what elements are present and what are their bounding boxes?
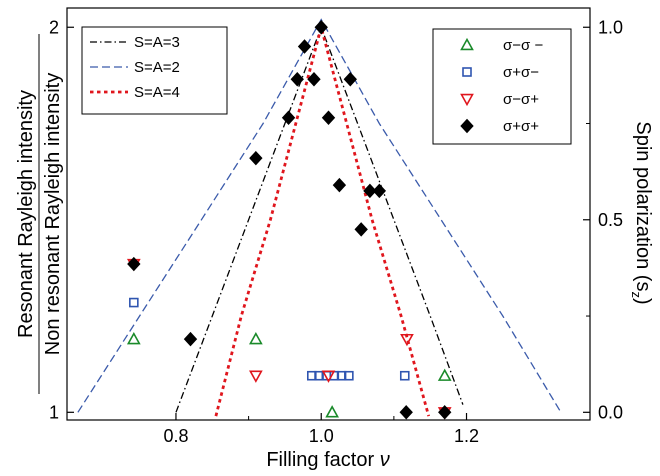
- left-axis-label: Resonant Rayleigh intensity Non resonant…: [15, 34, 64, 394]
- left-axis-label-line1: Resonant Rayleigh intensity: [15, 90, 37, 338]
- legend-marker-triangle-up: [460, 37, 474, 51]
- marker-diamond-0: [127, 256, 141, 272]
- right-axis-label-sub: z: [629, 291, 644, 298]
- marker-diamond-10: [343, 71, 357, 87]
- marker-square-6: [344, 370, 354, 381]
- marker-triangle-up-3: [437, 368, 452, 381]
- marker-triangle-up-1: [249, 331, 263, 345]
- marker-diamond-1: [183, 331, 198, 347]
- legend-marker-square: [462, 67, 472, 77]
- x-axis-label: Filling factor ν: [266, 449, 389, 471]
- marker-diamond-9: [332, 177, 347, 193]
- marker-square-7: [399, 370, 410, 381]
- legend-label-triangle-down: σ−σ+: [503, 91, 539, 108]
- marker-triangle-down-2: [321, 370, 336, 383]
- marker-diamond-11: [354, 222, 368, 237]
- marker-diamond-12: [363, 183, 377, 199]
- x-tick-label: 1.0: [309, 426, 334, 446]
- legend-marker-triangle-down: [460, 93, 474, 107]
- x-tick-label: 1.2: [454, 426, 479, 446]
- marker-diamond-15: [438, 405, 452, 420]
- x-tick-label: 0.8: [163, 426, 188, 446]
- y-right-tick-label: 1.0: [598, 17, 623, 37]
- marker-triangle-up-0: [126, 331, 141, 345]
- marker-diamond-4: [290, 71, 304, 87]
- marker-diamond-2: [249, 150, 263, 166]
- marker-triangle-down-3: [400, 333, 414, 347]
- marker-legend-box: [432, 28, 572, 145]
- plot-frame: [66, 7, 591, 421]
- marker-diamond-6: [307, 71, 321, 87]
- curve-s-a-2: [77, 18, 562, 413]
- marker-diamond-3: [281, 110, 296, 125]
- marker-triangle-up-2: [325, 405, 339, 418]
- right-axis-label-text: Spin polarization (sz): [629, 121, 654, 304]
- marker-diamond-14: [399, 405, 413, 420]
- marker-diamond-7: [314, 20, 328, 35]
- legend-label-square: σ+σ−: [503, 64, 539, 81]
- y-right-tick-label: 0.0: [598, 402, 623, 422]
- legend-label-diamond: σ+σ+: [503, 118, 539, 135]
- y-left-tick-label: 2: [49, 17, 59, 37]
- y-right-tick-label: 0.5: [598, 210, 623, 230]
- marker-triangle-down-1: [249, 370, 263, 383]
- data-markers: [126, 20, 452, 420]
- legend-marker-diamond: [460, 118, 474, 134]
- legend-label-s-a-4: S=A=4: [134, 84, 180, 101]
- x-axis-symbol: ν: [380, 449, 390, 471]
- right-axis-label-close: ): [632, 298, 654, 305]
- marker-square-0: [129, 297, 139, 308]
- marker-diamond-13: [372, 183, 387, 199]
- right-axis-label: Spin polarization (sz): [629, 121, 654, 304]
- legend-label-s-a-2: S=A=2: [134, 59, 180, 76]
- left-axis-label-line2: Non resonant Rayleigh intensity: [42, 73, 64, 355]
- y-left-tick-label: 1: [49, 402, 59, 422]
- axis-ticks: 0.8 1.0 1.2 1 2 0.0 0.5 1.0: [49, 17, 623, 446]
- curve-legend: S=A=3 S=A=2 S=A=4: [81, 26, 228, 115]
- marker-diamond-5: [297, 39, 312, 54]
- marker-diamond-8: [321, 110, 336, 125]
- marker-legend: σ−σ − σ+σ− σ−σ+ σ+σ+: [432, 28, 572, 145]
- legend-label-triangle-up: σ−σ −: [503, 37, 543, 54]
- legend-label-s-a-3: S=A=3: [134, 34, 180, 51]
